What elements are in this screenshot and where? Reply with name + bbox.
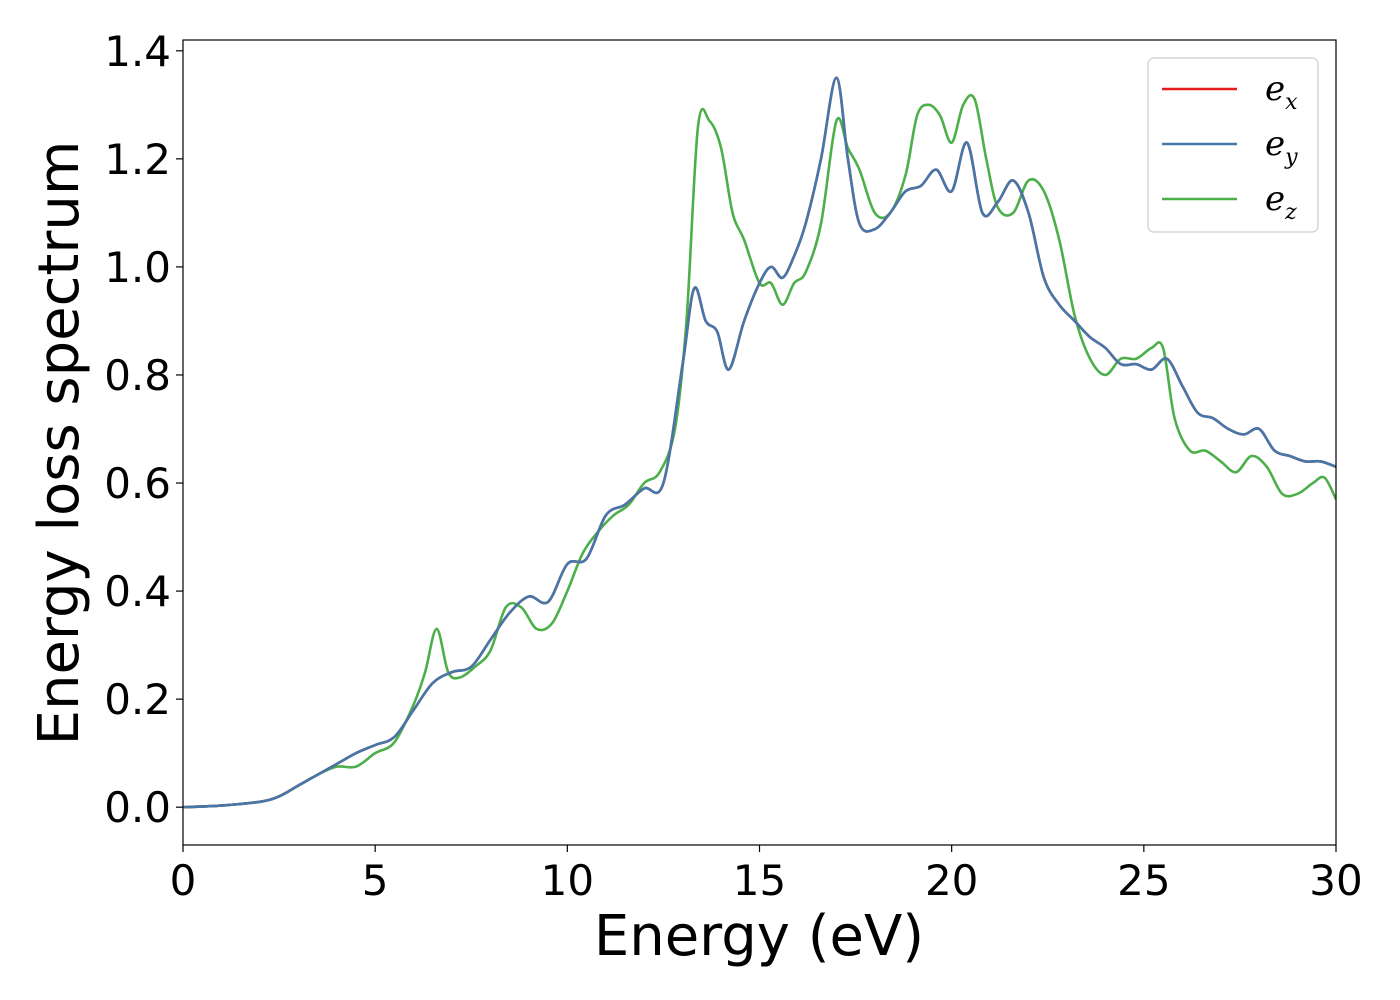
- x-tick-label: 20: [925, 856, 978, 905]
- y-tick-label: 0.6: [104, 459, 171, 508]
- legend-label-y: ey: [1265, 124, 1298, 170]
- series-line-y: [183, 76, 1336, 809]
- y-tick-label: 0.2: [104, 675, 171, 724]
- legend: ex ey ez: [1147, 57, 1319, 233]
- plot-area-background: [183, 40, 1336, 845]
- y-axis: 0.0 0.2 0.4 0.6 0.8 1.0 1.2 1.4: [104, 27, 183, 832]
- x-axis: 0 5 10 15 20 25 30: [170, 845, 1363, 905]
- x-tick-label: 25: [1117, 856, 1170, 905]
- x-tick-label: 10: [541, 856, 594, 905]
- legend-label-x: ex: [1265, 69, 1298, 115]
- series-line-z: [183, 93, 1336, 809]
- x-tick-label: 30: [1309, 856, 1362, 905]
- y-tick-label: 1.4: [104, 27, 171, 76]
- x-tick-label: 5: [362, 856, 389, 905]
- x-axis-label: Energy (eV): [594, 904, 924, 969]
- y-tick-label: 1.0: [104, 243, 171, 292]
- y-tick-label: 0.0: [104, 783, 171, 832]
- y-tick-label: 0.4: [104, 567, 171, 616]
- y-tick-label: 1.2: [104, 135, 171, 184]
- legend-label-z: ez: [1265, 179, 1297, 225]
- x-tick-label: 15: [733, 856, 786, 905]
- y-tick-label: 0.8: [104, 351, 171, 400]
- series-layer: [183, 76, 1336, 809]
- y-axis-label: Energy loss spectrum: [27, 141, 92, 746]
- x-tick-label: 0: [170, 856, 197, 905]
